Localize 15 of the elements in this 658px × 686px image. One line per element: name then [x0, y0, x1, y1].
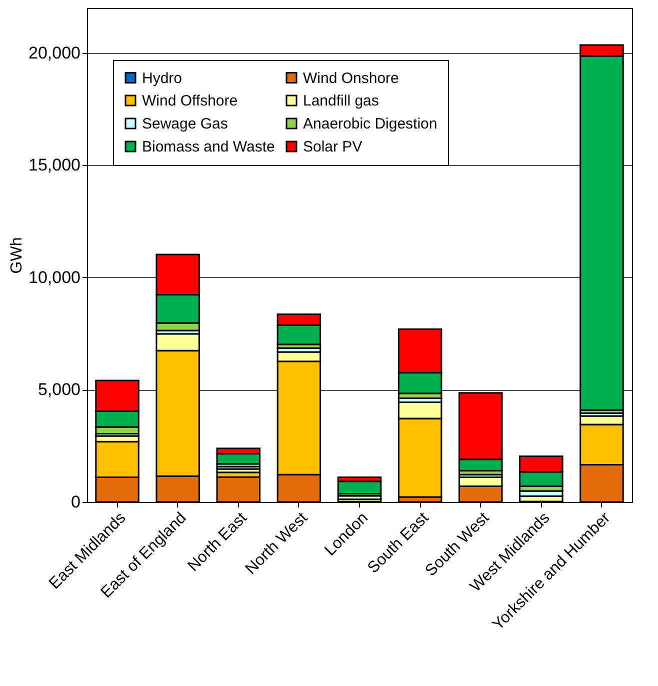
y-tick-label: 5,000: [38, 380, 80, 400]
legend-label: Sewage Gas: [142, 116, 228, 132]
legend-label: Wind Onshore: [303, 70, 399, 87]
legend-label: Solar PV: [303, 138, 362, 156]
y-tick-label: 0: [71, 492, 80, 512]
legend-label: Biomass and Waste: [142, 138, 275, 156]
y-tick-label: 10,000: [28, 268, 80, 287]
bar: [337, 480, 382, 494]
legend-label: Anaerobic Digestion: [303, 116, 438, 132]
legend-label: Landfill gas: [303, 92, 379, 110]
legend-label: Wind Offshore: [142, 92, 238, 110]
legend-label: Hydro: [142, 70, 182, 87]
y-tick-label: 20,000: [28, 43, 80, 62]
y-tick-label: 15,000: [28, 156, 80, 175]
y-axis-title: GWh: [8, 237, 26, 274]
